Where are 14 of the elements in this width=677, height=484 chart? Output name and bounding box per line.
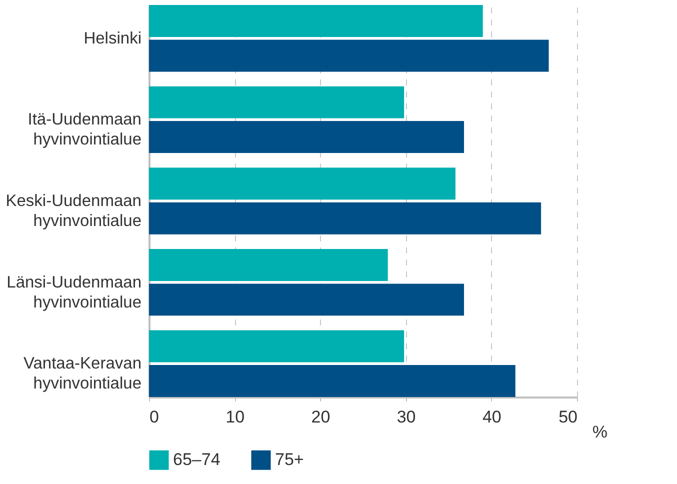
y-tick-label: Länsi-Uudenmaan hyvinvointialue xyxy=(6,273,142,312)
legend-label: 75+ xyxy=(275,450,304,470)
x-tick-label: 30 xyxy=(396,408,416,426)
x-tick-label: 50 xyxy=(558,408,578,426)
y-tick-label: Keski-Uudenmaan hyvinvointialue xyxy=(6,192,142,230)
y-tick-label: Helsinki xyxy=(84,29,142,48)
x-tick-label: 20 xyxy=(311,408,330,426)
x-tick-label: 0 xyxy=(150,408,159,426)
y-tick-label: Itä-Uudenmaan hyvinvointialue xyxy=(28,110,142,149)
x-tick-label: 10 xyxy=(226,408,245,426)
x-axis-title: % xyxy=(592,422,608,442)
legend-label: 65–74 xyxy=(173,450,220,470)
y-tick-label: Vantaa-Keravan hyvinvointialue xyxy=(23,354,142,393)
x-tick-label: 40 xyxy=(482,408,502,426)
